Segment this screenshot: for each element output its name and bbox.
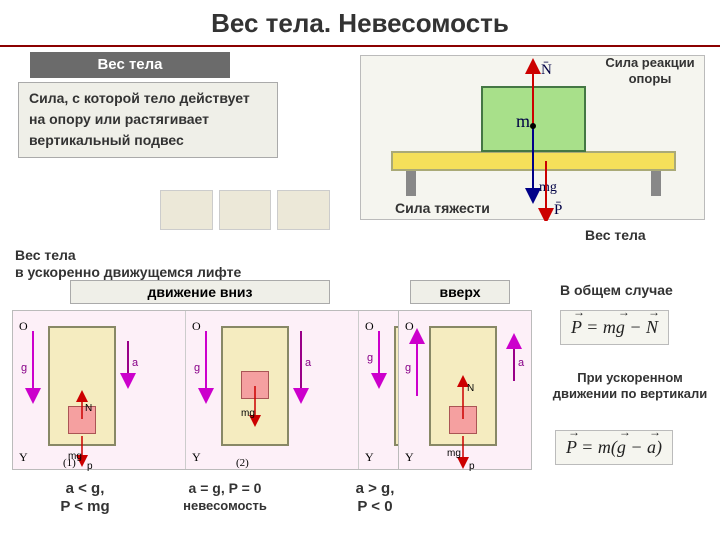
- definition-box: Сила, с которой тело действует на опору …: [18, 82, 278, 158]
- header-weight-text: Вес тела: [97, 56, 162, 73]
- cap2: a = g, P = 0невесомость: [155, 480, 295, 514]
- svg-text:mg: mg: [447, 448, 461, 459]
- svg-text:mg: mg: [539, 180, 557, 195]
- mass-block: [481, 86, 586, 152]
- svg-text:P̄: P̄: [554, 202, 562, 218]
- cap3: a > g,P < 0: [320, 480, 430, 516]
- title-text: Вес тела. Невесомость: [211, 8, 509, 38]
- up-panel: OY g a N mg p: [398, 310, 532, 470]
- mass-label: m: [516, 111, 530, 132]
- weight-label-right: Вес тела: [585, 227, 646, 244]
- svg-text:g: g: [367, 352, 373, 364]
- thumbnail-row: [160, 190, 330, 230]
- svg-text:a: a: [518, 357, 525, 369]
- thumb: [160, 190, 213, 230]
- down-header: движение вниз: [70, 280, 330, 304]
- page-title: Вес тела. Невесомость: [0, 0, 720, 47]
- leg: [651, 171, 661, 196]
- formula-vertical: P = m(g − a): [555, 430, 673, 465]
- gravity-label: Сила тяжести: [395, 200, 490, 217]
- panel1: OY g a N mg p (1): [13, 311, 186, 469]
- thumb: [219, 190, 272, 230]
- leg: [406, 171, 416, 196]
- svg-text:g: g: [21, 362, 27, 374]
- definition-text: Сила, с которой тело действует на опору …: [29, 90, 250, 148]
- svg-text:a: a: [305, 357, 312, 369]
- up-header: вверх: [410, 280, 510, 304]
- panel2: OY g a mg (2): [186, 311, 359, 469]
- elevator-heading: Вес тела в ускоренно движущемся лифте: [15, 230, 241, 280]
- general-label: В общем случае: [560, 282, 673, 299]
- vertical-label: При ускоренном движении по вертикали: [550, 370, 710, 401]
- svg-text:g: g: [194, 362, 200, 374]
- svg-text:N̄: N̄: [541, 62, 552, 78]
- svg-text:a: a: [132, 357, 139, 369]
- svg-text:g: g: [405, 362, 411, 374]
- thumb: [277, 190, 330, 230]
- svg-text:p: p: [87, 461, 93, 471]
- reaction-label: Сила реакции опоры: [590, 55, 710, 86]
- cap1: a < g,P < mg: [30, 480, 140, 516]
- svg-text:p: p: [469, 461, 475, 471]
- formula-general: P = mg − N: [560, 310, 669, 345]
- support-table: [391, 151, 676, 171]
- header-weight: Вес тела: [30, 52, 230, 78]
